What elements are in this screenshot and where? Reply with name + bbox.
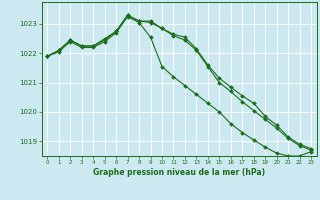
X-axis label: Graphe pression niveau de la mer (hPa): Graphe pression niveau de la mer (hPa) <box>93 168 265 177</box>
